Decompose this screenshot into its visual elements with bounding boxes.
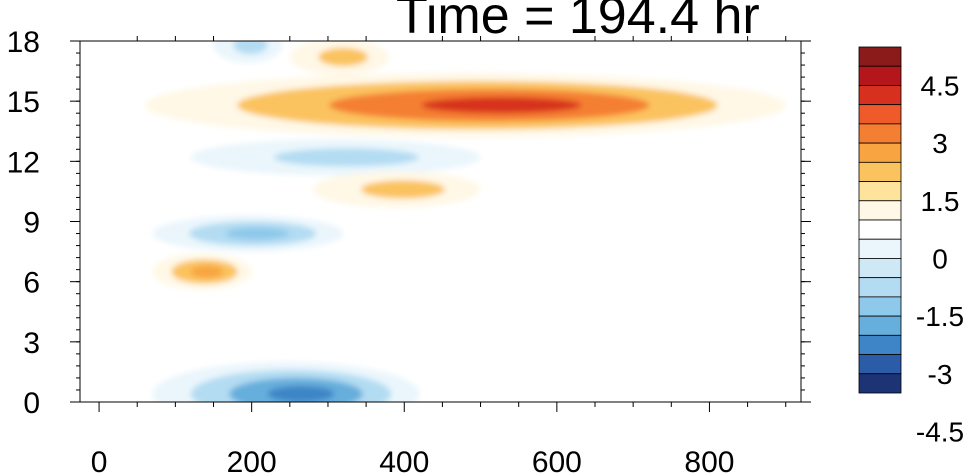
feature-5-level-3 [267, 385, 335, 402]
y-tick-label: 9 [23, 207, 40, 240]
colorbar-box [858, 277, 902, 298]
feature-7-level-1 [233, 41, 268, 55]
colorbar-label: 1.5 [921, 186, 960, 217]
feature-6-level-1 [318, 48, 368, 67]
feature-0-level-3 [421, 97, 582, 114]
chart-title: Time = 194.4 hr [396, 0, 760, 45]
y-tick-label: 12 [7, 146, 40, 179]
colorbar-box [858, 104, 902, 125]
x-tick-label: 600 [532, 446, 582, 473]
y-tick-label: 6 [23, 267, 40, 300]
feature-1-level-1 [273, 148, 419, 167]
colorbar-box [858, 296, 902, 317]
colorbar-box [858, 142, 902, 163]
colorbar-box [858, 85, 902, 106]
colorbar-box [858, 46, 902, 67]
colorbar-label: 4.5 [921, 70, 960, 101]
colorbar-box [858, 181, 902, 202]
colorbar-box [858, 373, 902, 394]
colorbar-box [858, 200, 902, 221]
x-tick-label: 400 [379, 446, 429, 473]
x-tick-label: 0 [91, 446, 108, 473]
feature-4-level-2 [190, 265, 224, 278]
feature-2-level-1 [360, 180, 445, 199]
y-tick-label: 0 [23, 387, 40, 420]
colorbar-box [858, 334, 902, 355]
colorbar-box [858, 123, 902, 144]
y-tick-label: 3 [23, 327, 40, 360]
x-tick-label: 800 [684, 446, 734, 473]
x-axis: 0 200 400 600 800 [91, 36, 787, 473]
colorbar-box [858, 354, 902, 375]
colorbar-box [858, 238, 902, 259]
x-tick-label: 200 [227, 446, 277, 473]
colorbar-box [858, 219, 902, 240]
colorbar-box [858, 258, 902, 279]
colorbar-label: 0 [932, 243, 948, 274]
colorbar-box [858, 65, 902, 86]
colorbar-label: -3 [928, 359, 953, 390]
colorbar-box [858, 161, 902, 182]
colorbar-box [858, 315, 902, 336]
colorbar: 4.5 3 1.5 0 -1.5 -3 -4.5 [858, 46, 964, 447]
colorbar-label: -1.5 [916, 301, 964, 332]
y-tick-label: 15 [7, 86, 40, 119]
colorbar-label: -4.5 [916, 416, 964, 447]
plot-area [79, 40, 802, 403]
y-axis: 0 3 6 9 12 15 18 [7, 26, 811, 420]
y-tick-label: 18 [7, 26, 40, 59]
colorbar-label: 3 [932, 128, 948, 159]
feature-3-level-2 [225, 227, 290, 240]
